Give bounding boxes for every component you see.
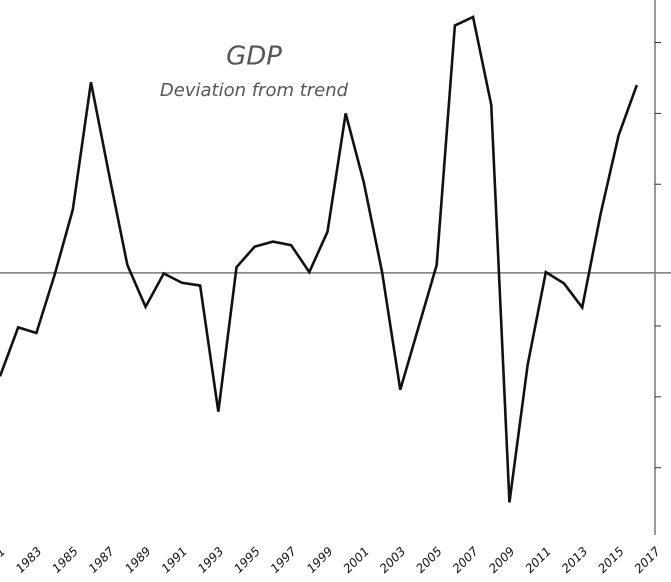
x-tick-label: 1989	[122, 544, 153, 575]
x-tick-label: 1987	[86, 544, 118, 576]
chart-title: GDP	[226, 42, 282, 72]
data-line	[0, 15, 639, 503]
x-tick-label: 2009	[486, 544, 517, 575]
x-tick-label: 1983	[13, 544, 44, 575]
x-tick-label: 1995	[231, 544, 262, 575]
x-tick-label: 2003	[377, 544, 408, 575]
x-tick-label: 2015	[595, 544, 626, 575]
x-tick-label: 2013	[559, 544, 590, 575]
x-tick-label: 2007	[450, 544, 482, 576]
x-tick-label: 2005	[413, 544, 444, 575]
x-tick-label: 2017	[632, 544, 664, 576]
x-tick-label: 1981	[0, 544, 8, 575]
x-tick-label: 1991	[159, 544, 190, 575]
x-tick-label: 1999	[304, 544, 335, 575]
chart-subtitle: Deviation from trend	[160, 80, 349, 101]
x-tick-label: 1993	[195, 544, 226, 575]
x-tick-label: 1985	[49, 544, 80, 575]
x-tick-label: 1997	[268, 544, 300, 576]
x-tick-label: 2011	[522, 544, 553, 575]
x-tick-label: 2001	[341, 544, 372, 575]
